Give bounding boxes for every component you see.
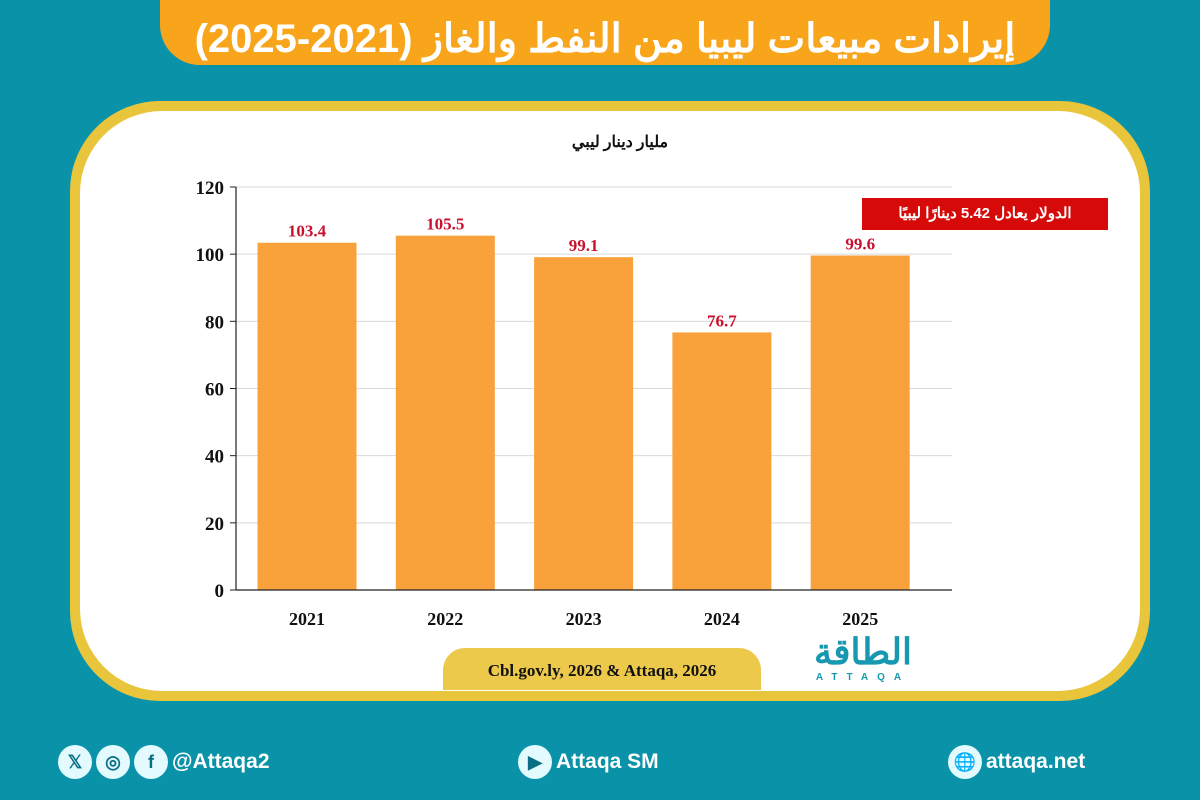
y-tick-label: 20 [205, 514, 224, 535]
social-links: 𝕏 ◎ f @Attaqa2 [58, 742, 270, 782]
youtube-channel[interactable]: Attaqa SM [556, 750, 659, 773]
website-link: 🌐 attaqa.net [948, 742, 1085, 782]
youtube-link: ▶ Attaqa SM [518, 742, 659, 782]
bar-2022 [395, 235, 495, 590]
y-tick-label: 100 [196, 245, 225, 266]
y-tick-label: 120 [196, 178, 225, 199]
y-axis-unit-label: مليار دينار ليبي [571, 134, 669, 151]
bar-2023 [534, 257, 634, 590]
facebook-icon[interactable]: f [134, 745, 168, 779]
x-tick-label: 2023 [566, 609, 602, 629]
value-label: 103.4 [288, 222, 327, 241]
logo-latin: ATTAQA [815, 672, 911, 683]
value-label: 99.1 [569, 236, 599, 255]
bar-2025 [810, 255, 910, 590]
instagram-icon[interactable]: ◎ [96, 745, 130, 779]
x-tick-label: 2024 [704, 609, 740, 629]
y-tick-label: 0 [215, 581, 225, 602]
source-label: Cbl.gov.ly, 2026 & Attaqa, 2026 [443, 648, 761, 690]
value-label: 76.7 [707, 311, 737, 330]
logo-arabic: الطاقة [814, 631, 912, 672]
bar-2021 [257, 242, 357, 590]
y-tick-label: 80 [205, 312, 224, 333]
social-handle[interactable]: @Attaqa2 [172, 750, 270, 773]
x-tick-label: 2025 [842, 609, 878, 629]
x-tick-label: 2021 [289, 609, 325, 629]
youtube-icon[interactable]: ▶ [518, 745, 552, 779]
exchange-rate-note: الدولار يعادل 5.42 دينارًا ليبيًا [862, 198, 1108, 230]
y-tick-label: 60 [205, 380, 224, 401]
value-label: 99.6 [845, 235, 875, 254]
website-url[interactable]: attaqa.net [986, 750, 1086, 773]
globe-icon[interactable]: 🌐 [948, 745, 982, 779]
y-tick-label: 40 [205, 447, 224, 468]
x-tick-label: 2022 [427, 609, 463, 629]
value-label: 105.5 [426, 215, 464, 234]
infographic-title: إيرادات مبيعات ليبيا من النفط والغاز (20… [160, 0, 1050, 65]
x-icon[interactable]: 𝕏 [58, 745, 92, 779]
attaqa-logo: الطاقة ATTAQA [778, 632, 948, 692]
bar-2024 [672, 332, 772, 590]
